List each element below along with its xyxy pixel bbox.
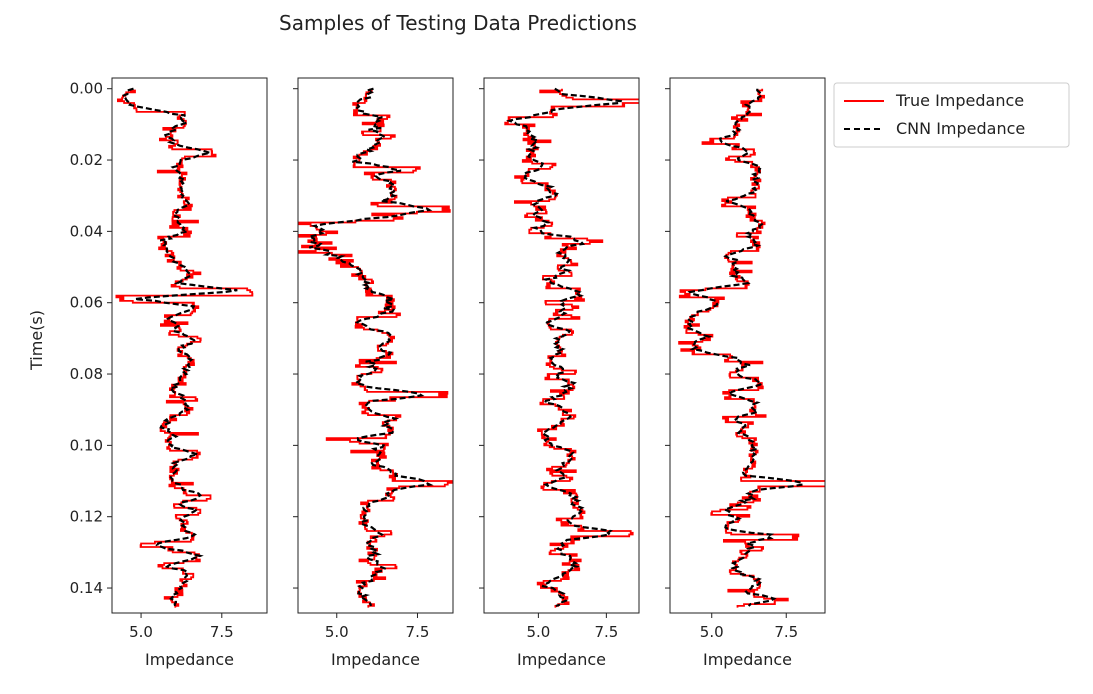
y-axis-label: Time(s) (27, 310, 46, 371)
cnn-impedance-line-3 (505, 87, 623, 607)
x-tick-label: 5.0 (700, 623, 724, 641)
y-tick-label: 0.08 (70, 365, 103, 383)
cnn-impedance-line-4 (684, 88, 805, 607)
true-impedance-line-1 (115, 88, 254, 608)
x-tick-label: 5.0 (526, 623, 550, 641)
subplot-frame-1 (111, 77, 268, 614)
y-tick-label: 0.04 (70, 222, 103, 240)
subplot-frame-4 (669, 77, 826, 614)
y-tick-label: 0.00 (70, 80, 103, 98)
true-impedance-line-3 (504, 88, 639, 608)
x-tick-label: 7.5 (774, 623, 798, 641)
legend-label-1: True Impedance (895, 91, 1024, 110)
y-tick-label: 0.06 (70, 294, 103, 312)
x-tick-label: 7.5 (594, 623, 618, 641)
x-tick-label: 7.5 (210, 623, 234, 641)
cnn-impedance-line-1 (120, 87, 238, 607)
y-tick-label: 0.10 (70, 436, 103, 454)
x-tick-label: 7.5 (406, 623, 430, 641)
legend: True Impedance CNN Impedance (833, 82, 1070, 148)
subplot-1: 0.00 0.02 0.04 0.06 0.08 0.10 0.12 0.14 5.0 7.5 Im… (70, 77, 268, 669)
x-axis-label-3: Impedance (517, 650, 606, 669)
x-axis-label-2: Impedance (331, 650, 420, 669)
chart-title: Samples of Testing Data Predictions (279, 11, 637, 35)
subplot-frame-3 (483, 77, 640, 614)
subplot-panels: 0.00 0.02 0.04 0.06 0.08 0.10 0.12 0.14 5.0 7.5 Im… (70, 77, 826, 669)
y-tick-label: 0.14 (70, 579, 103, 597)
y-tick-label: 0.02 (70, 151, 103, 169)
subplot-3: 5.0 7.5 Impedance (479, 77, 640, 669)
x-axis-label-1: Impedance (145, 650, 234, 669)
x-tick-label: 5.0 (325, 623, 349, 641)
x-tick-label: 5.0 (129, 623, 153, 641)
subplot-2: 5.0 7.5 Impedance (293, 77, 454, 669)
legend-box (833, 82, 1070, 148)
subplot-frame-2 (297, 77, 454, 614)
subplot-4: 5.0 7.5 Impedance (665, 77, 826, 669)
x-axis-label-4: Impedance (703, 650, 792, 669)
legend-label-2: CNN Impedance (896, 119, 1025, 138)
cnn-impedance-line-2 (305, 87, 434, 607)
y-tick-label: 0.12 (70, 508, 103, 526)
true-impedance-line-4 (678, 88, 825, 608)
